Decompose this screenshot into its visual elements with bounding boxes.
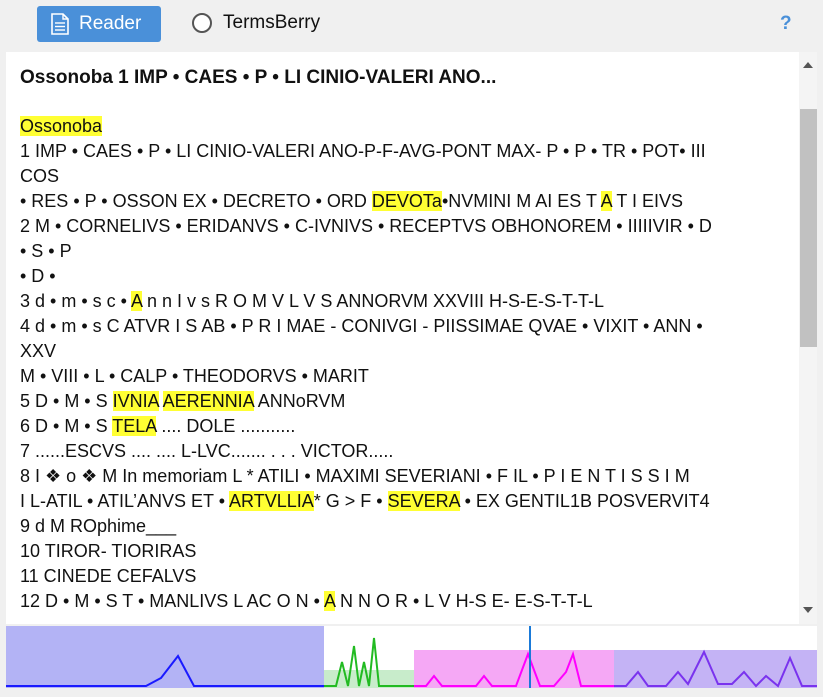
text-line: 12 D • M • S T • MANLIVS L AC O N • A N … — [20, 589, 780, 614]
reader-panel: Ossonoba 1 IMP • CAES • P • LI CINIO-VAL… — [6, 52, 817, 624]
highlighted-term[interactable]: IVNIA — [112, 391, 159, 411]
text-segment: 10 TIROR- TIORIRAS — [20, 541, 197, 561]
text-segment: N N O R • L V H-S E- E-S-T-T-L — [335, 591, 593, 611]
highlighted-term[interactable]: A — [130, 291, 142, 311]
text-segment: COS — [20, 166, 60, 186]
text-segment: • EX GENTIL1B POSVERVIT4 — [459, 491, 710, 511]
text-segment: •NVMINI M AI ES T — [441, 191, 601, 211]
text-line: COS — [20, 164, 780, 189]
highlighted-term[interactable]: ARTVLLIA — [229, 491, 314, 511]
reader-button-label: Reader — [79, 13, 142, 34]
term-density-plot — [6, 626, 817, 688]
text-segment: * G > F • — [313, 491, 388, 511]
text-segment: 2 M • CORNELIVS • ERIDANVS • C-IVNIVS • … — [20, 216, 712, 236]
toolbar: Reader TermsBerry ? — [0, 0, 823, 52]
density-line-2 — [324, 637, 414, 687]
scroll-down-arrow-icon[interactable] — [803, 607, 813, 613]
termsberry-option[interactable]: TermsBerry — [192, 12, 320, 34]
scrollbar-thumb[interactable] — [800, 109, 817, 347]
text-line: • S • P — [20, 239, 780, 264]
text-segment: XXV — [20, 341, 57, 361]
text-line: 4 d • m • s C ATVR I S AB • P R I MAE - … — [20, 314, 780, 339]
text-segment: n n I v s R O M V L V S ANNORVM XXVIII H… — [141, 291, 605, 311]
termsberry-radio[interactable] — [192, 13, 212, 33]
density-line-3 — [414, 650, 614, 687]
text-line: XXV — [20, 339, 780, 364]
text-line: I L-ATIL • ATIL’ANVS ET • ARTVLLIA* G > … — [20, 489, 780, 514]
text-line: 6 D • M • S TELA .... DOLE ........... — [20, 414, 780, 439]
density-band-4 — [614, 650, 817, 688]
text-segment: 8 I ❖ o ❖ M In memoriam L * ATILI • MAXI… — [20, 466, 690, 486]
text-line: 10 TIROR- TIORIRAS — [20, 539, 780, 564]
vertical-scrollbar[interactable] — [799, 52, 817, 624]
document-icon — [51, 13, 69, 35]
document-content: Ossonoba 1 IMP • CAES • P • LI CINIO-VAL… — [20, 64, 780, 614]
highlighted-term[interactable]: SEVERA — [387, 491, 460, 511]
text-segment: 7 ......ESCVS .... .... L-LVC....... . .… — [20, 441, 394, 461]
reader-button[interactable]: Reader — [37, 6, 161, 42]
text-segment: 9 d M ROphime___ — [20, 516, 177, 536]
density-band-1 — [6, 626, 324, 688]
text-line: 7 ......ESCVS .... .... L-LVC....... . .… — [20, 439, 780, 464]
highlighted-term[interactable]: A — [600, 191, 612, 211]
text-segment: .... DOLE ........... — [156, 416, 296, 436]
text-line: 3 d • m • s c • A n n I v s R O M V L V … — [20, 289, 780, 314]
text-segment: • RES • P • OSSON EX • DECRETO • ORD — [20, 191, 372, 211]
text-segment: 12 D • M • S T • MANLIVS L AC O N • — [20, 591, 324, 611]
scroll-up-arrow-icon[interactable] — [803, 62, 813, 68]
highlighted-term[interactable]: TELA — [112, 416, 157, 436]
text-segment: M • VIII • L • CALP • THEODORVS • MARIT — [20, 366, 369, 386]
text-line: Ossonoba — [20, 114, 780, 139]
highlighted-term[interactable]: A — [323, 591, 335, 611]
text-line: • RES • P • OSSON EX • DECRETO • ORD DEV… — [20, 189, 780, 214]
text-line: 11 CINEDE CEFALVS — [20, 564, 780, 589]
text-segment: 11 CINEDE CEFALVS — [20, 566, 197, 586]
text-line: 2 M • CORNELIVS • ERIDANVS • C-IVNIVS • … — [20, 214, 780, 239]
text-segment: ANNoRVM — [253, 391, 346, 411]
text-segment: T I EIVS — [611, 191, 684, 211]
highlighted-term[interactable]: DEVOTa — [371, 191, 442, 211]
density-line-1 — [6, 654, 324, 687]
term-density-graph[interactable] — [6, 626, 817, 688]
document-title: Ossonoba 1 IMP • CAES • P • LI CINIO-VAL… — [20, 67, 497, 88]
help-button[interactable]: ? — [780, 13, 792, 34]
bottom-strip — [0, 688, 823, 697]
highlighted-term[interactable]: Ossonoba — [20, 116, 103, 136]
text-segment: I L-ATIL • ATIL’ANVS ET • — [20, 491, 230, 511]
density-line-4 — [614, 649, 817, 688]
text-segment: 6 D • M • S — [20, 416, 113, 436]
density-band-3 — [414, 650, 614, 688]
text-line: 5 D • M • S IVNIA AERENNIA ANNoRVM — [20, 389, 780, 414]
text-line: • D • — [20, 264, 780, 289]
text-segment: 3 d • m • s c • — [20, 291, 131, 311]
termsberry-label: TermsBerry — [223, 12, 321, 33]
document-lines: Ossonoba 1 IMP • CAES • P • LI CINIO-VALE… — [20, 114, 780, 614]
text-line: 9 d M ROphime___ — [20, 514, 780, 539]
highlighted-term[interactable]: AERENNIA — [162, 391, 254, 411]
text-line: 1 IMP • CAES • P • LI CINIO-VALERI ANO-P… — [20, 139, 780, 164]
text-segment: 5 D • M • S — [20, 391, 113, 411]
text-segment: 1 IMP • CAES • P • LI CINIO-VALERI ANO-P… — [20, 141, 706, 161]
text-line: 8 I ❖ o ❖ M In memoriam L * ATILI • MAXI… — [20, 464, 780, 489]
text-segment: • D • — [20, 266, 56, 286]
text-segment: • S • P — [20, 241, 72, 261]
text-segment: 4 d • m • s C ATVR I S AB • P R I MAE - … — [20, 316, 703, 336]
text-line: M • VIII • L • CALP • THEODORVS • MARIT — [20, 364, 780, 389]
